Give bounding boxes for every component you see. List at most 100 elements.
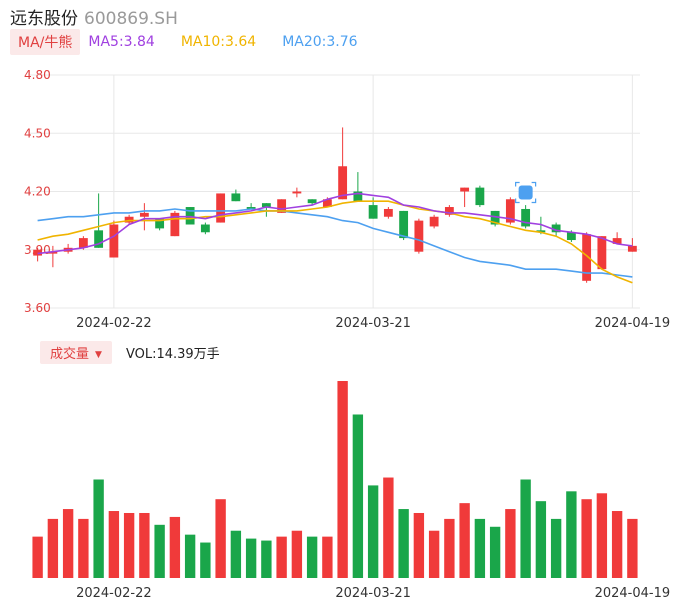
- candle-body: [231, 193, 241, 202]
- candle-body: [566, 232, 576, 241]
- caret-down-icon: ▼: [95, 349, 102, 360]
- candle-body: [475, 187, 485, 206]
- candle-body: [216, 193, 226, 223]
- candle-body: [78, 238, 88, 248]
- volume-value-label: VOL:14.39万手: [125, 346, 220, 362]
- volume-bar: [245, 538, 257, 578]
- candle-body: [383, 208, 393, 217]
- candle-body: [368, 205, 378, 219]
- volume-x-tick-label: 2024-03-21: [335, 586, 411, 601]
- ma10-label: MA10:3.64: [180, 34, 257, 50]
- candle-body: [33, 249, 43, 256]
- volume-bar: [337, 381, 348, 578]
- candle-body: [444, 207, 454, 215]
- candle-body: [521, 208, 531, 227]
- volume-bar: [139, 512, 150, 578]
- candle-body: [185, 207, 195, 225]
- candle-body: [612, 238, 622, 244]
- candle-body: [536, 230, 546, 233]
- event-marker-box: [518, 185, 533, 200]
- ma10-line: [37, 200, 633, 284]
- volume-bar: [230, 530, 242, 578]
- event-marker-corners: [515, 181, 537, 204]
- ma5-label: MA5:3.84: [88, 34, 155, 50]
- candle-body: [460, 187, 470, 192]
- y-tick-label: 4.50: [24, 126, 51, 140]
- x-tick-label: 2024-02-22: [76, 316, 152, 331]
- volume-bar: [459, 503, 470, 578]
- volume-bar: [367, 485, 379, 578]
- candle-body: [124, 216, 134, 223]
- ma-indicator-bar: MA/牛熊 MA5:3.84 MA10:3.64 MA20:3.76: [10, 29, 384, 55]
- event-marker-icon: [515, 181, 537, 204]
- candle-body: [627, 245, 637, 252]
- candle-body: [353, 191, 363, 202]
- candle-body: [292, 191, 302, 194]
- candle-body: [322, 199, 332, 208]
- candle-body: [246, 207, 256, 209]
- ma5-line: [37, 192, 633, 255]
- volume-bar: [596, 493, 608, 578]
- candle-body: [597, 236, 607, 270]
- volume-bar: [306, 536, 318, 578]
- candle-body: [94, 230, 104, 248]
- candle-body: [155, 218, 165, 229]
- volume-bar: [47, 518, 59, 578]
- candle-body: [48, 251, 58, 254]
- volume-bar: [505, 509, 516, 578]
- volume-bar: [32, 536, 43, 578]
- volume-bar: [184, 534, 196, 578]
- volume-bar: [261, 540, 272, 578]
- candle-body: [170, 212, 180, 237]
- volume-bar: [413, 512, 425, 578]
- candle-body: [399, 210, 409, 239]
- volume-bar: [352, 414, 364, 578]
- volume-bar: [200, 542, 211, 578]
- volume-bar: [62, 509, 74, 578]
- ma20-label: MA20:3.76: [282, 34, 358, 50]
- candle-body: [277, 199, 287, 213]
- volume-bar: [566, 491, 577, 578]
- volume-bar: [169, 516, 181, 578]
- volume-bar: [322, 536, 333, 578]
- volume-bar: [276, 536, 287, 578]
- volume-bar: [154, 524, 165, 578]
- volume-bar: [93, 479, 104, 578]
- x-tick-label: 2024-03-21: [335, 316, 411, 331]
- volume-bar: [291, 530, 303, 578]
- volume-tab-label: 成交量: [50, 346, 90, 362]
- volume-bar: [535, 501, 547, 578]
- volume-tab[interactable]: 成交量 ▼: [40, 340, 112, 364]
- volume-bar: [520, 479, 531, 578]
- candle-body: [200, 224, 210, 233]
- y-tick-label: 4.20: [24, 185, 51, 199]
- candle-body: [307, 199, 317, 204]
- volume-bar: [78, 518, 89, 578]
- candle-body: [505, 199, 515, 223]
- volume-bar: [123, 512, 135, 578]
- candle-body: [551, 224, 561, 233]
- volume-bar: [474, 518, 486, 578]
- candle-body: [490, 210, 500, 225]
- stock-title: 远东股份 600869.SH: [10, 4, 178, 29]
- volume-bar: [398, 509, 409, 578]
- stock-name: 远东股份: [10, 9, 78, 29]
- volume-bar: [383, 477, 394, 578]
- ma-tab[interactable]: MA/牛熊: [10, 29, 81, 55]
- volume-bar: [489, 526, 501, 578]
- ma20-line: [37, 208, 633, 278]
- y-tick-label: 4.80: [24, 68, 51, 82]
- candle-body: [139, 212, 149, 217]
- stock-code: 600869.SH: [84, 9, 178, 29]
- candle-body: [582, 234, 592, 281]
- candle-body: [109, 224, 119, 258]
- y-tick-label: 3.60: [24, 301, 51, 315]
- x-tick-label: 2024-04-19: [595, 316, 671, 331]
- volume-bar: [215, 499, 226, 578]
- volume-x-tick-label: 2024-02-22: [76, 586, 152, 601]
- volume-bar: [581, 499, 592, 578]
- candle-body: [338, 166, 348, 200]
- candle-body: [429, 216, 439, 227]
- volume-indicator-bar: 成交量 ▼ VOL:14.39万手: [40, 340, 220, 364]
